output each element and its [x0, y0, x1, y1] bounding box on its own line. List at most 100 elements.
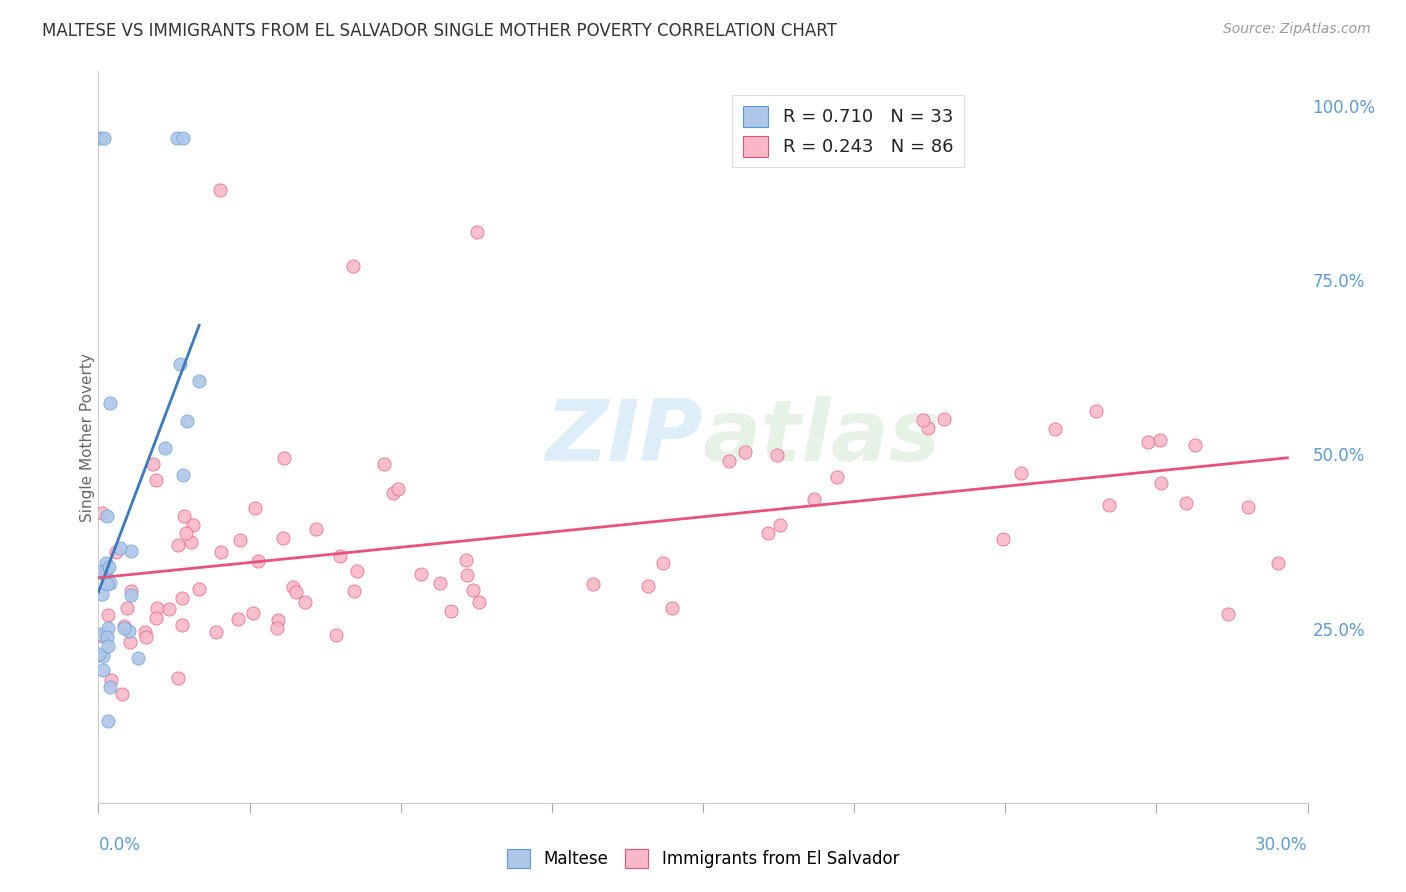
Point	[205, 624, 228, 639]
Point	[93, 130, 115, 145]
Point	[172, 467, 194, 482]
Point	[934, 412, 956, 426]
Point	[911, 413, 934, 427]
Point	[127, 650, 149, 665]
Text: ZIP: ZIP	[546, 395, 703, 479]
Point	[180, 534, 202, 549]
Point	[294, 595, 316, 609]
Point	[1149, 433, 1171, 447]
Point	[1184, 437, 1206, 451]
Point	[1136, 435, 1159, 450]
Point	[342, 260, 364, 274]
Point	[266, 621, 288, 635]
Point	[329, 549, 352, 564]
Point	[273, 450, 295, 465]
Point	[157, 602, 180, 616]
Point	[146, 600, 169, 615]
Point	[115, 600, 138, 615]
Point	[98, 576, 121, 591]
Point	[187, 374, 209, 388]
Point	[169, 357, 191, 371]
Point	[90, 627, 112, 641]
Point	[373, 457, 395, 471]
Point	[111, 687, 134, 701]
Y-axis label: Single Mother Poverty: Single Mother Poverty	[80, 352, 94, 522]
Point	[456, 553, 478, 567]
Point	[89, 130, 111, 145]
Point	[243, 501, 266, 516]
Point	[266, 614, 288, 628]
Point	[96, 508, 118, 523]
Point	[89, 647, 111, 661]
Point	[1085, 404, 1108, 418]
Point	[382, 486, 405, 500]
Point	[155, 441, 177, 455]
Point	[463, 582, 485, 597]
Text: Source: ZipAtlas.com: Source: ZipAtlas.com	[1223, 22, 1371, 37]
Text: 30.0%: 30.0%	[1256, 836, 1308, 854]
Point	[145, 611, 167, 625]
Point	[387, 483, 409, 497]
Point	[440, 604, 463, 618]
Point	[769, 517, 792, 532]
Point	[98, 560, 121, 574]
Point	[120, 584, 142, 599]
Point	[734, 445, 756, 459]
Point	[283, 580, 305, 594]
Point	[176, 414, 198, 428]
Point	[208, 183, 231, 197]
Point	[173, 508, 195, 523]
Point	[429, 576, 451, 591]
Legend: R = 0.710   N = 33, R = 0.243   N = 86: R = 0.710 N = 33, R = 0.243 N = 86	[733, 95, 965, 168]
Point	[346, 564, 368, 578]
Point	[181, 518, 204, 533]
Point	[89, 566, 111, 580]
Point	[756, 525, 779, 540]
Point	[717, 454, 740, 468]
Point	[167, 672, 190, 686]
Point	[97, 714, 120, 728]
Point	[325, 628, 347, 642]
Point	[209, 545, 232, 559]
Point	[172, 591, 194, 606]
Text: atlas: atlas	[703, 395, 941, 479]
Point	[991, 533, 1014, 547]
Point	[94, 556, 117, 570]
Point	[97, 640, 120, 654]
Point	[97, 607, 120, 622]
Point	[170, 618, 193, 632]
Point	[228, 533, 250, 547]
Point	[118, 635, 141, 649]
Point	[94, 562, 117, 576]
Point	[582, 577, 605, 591]
Point	[98, 680, 121, 694]
Point	[1010, 466, 1032, 480]
Point	[917, 421, 939, 435]
Point	[228, 612, 250, 626]
Point	[135, 630, 157, 644]
Point	[112, 621, 135, 635]
Point	[94, 569, 117, 583]
Point	[803, 492, 825, 507]
Point	[468, 595, 491, 609]
Point	[651, 556, 673, 570]
Point	[91, 663, 114, 677]
Point	[1043, 422, 1066, 436]
Text: 0.0%: 0.0%	[98, 836, 141, 854]
Point	[134, 624, 156, 639]
Point	[1150, 475, 1173, 490]
Point	[637, 579, 659, 593]
Text: MALTESE VS IMMIGRANTS FROM EL SALVADOR SINGLE MOTHER POVERTY CORRELATION CHART: MALTESE VS IMMIGRANTS FROM EL SALVADOR S…	[42, 22, 837, 40]
Point	[271, 531, 294, 545]
Point	[465, 225, 488, 239]
Point	[91, 506, 114, 520]
Point	[176, 526, 198, 541]
Point	[117, 624, 139, 638]
Point	[112, 619, 135, 633]
Point	[120, 588, 142, 602]
Point	[104, 545, 127, 559]
Point	[166, 130, 188, 145]
Point	[96, 577, 118, 591]
Point	[242, 606, 264, 620]
Point	[825, 470, 848, 484]
